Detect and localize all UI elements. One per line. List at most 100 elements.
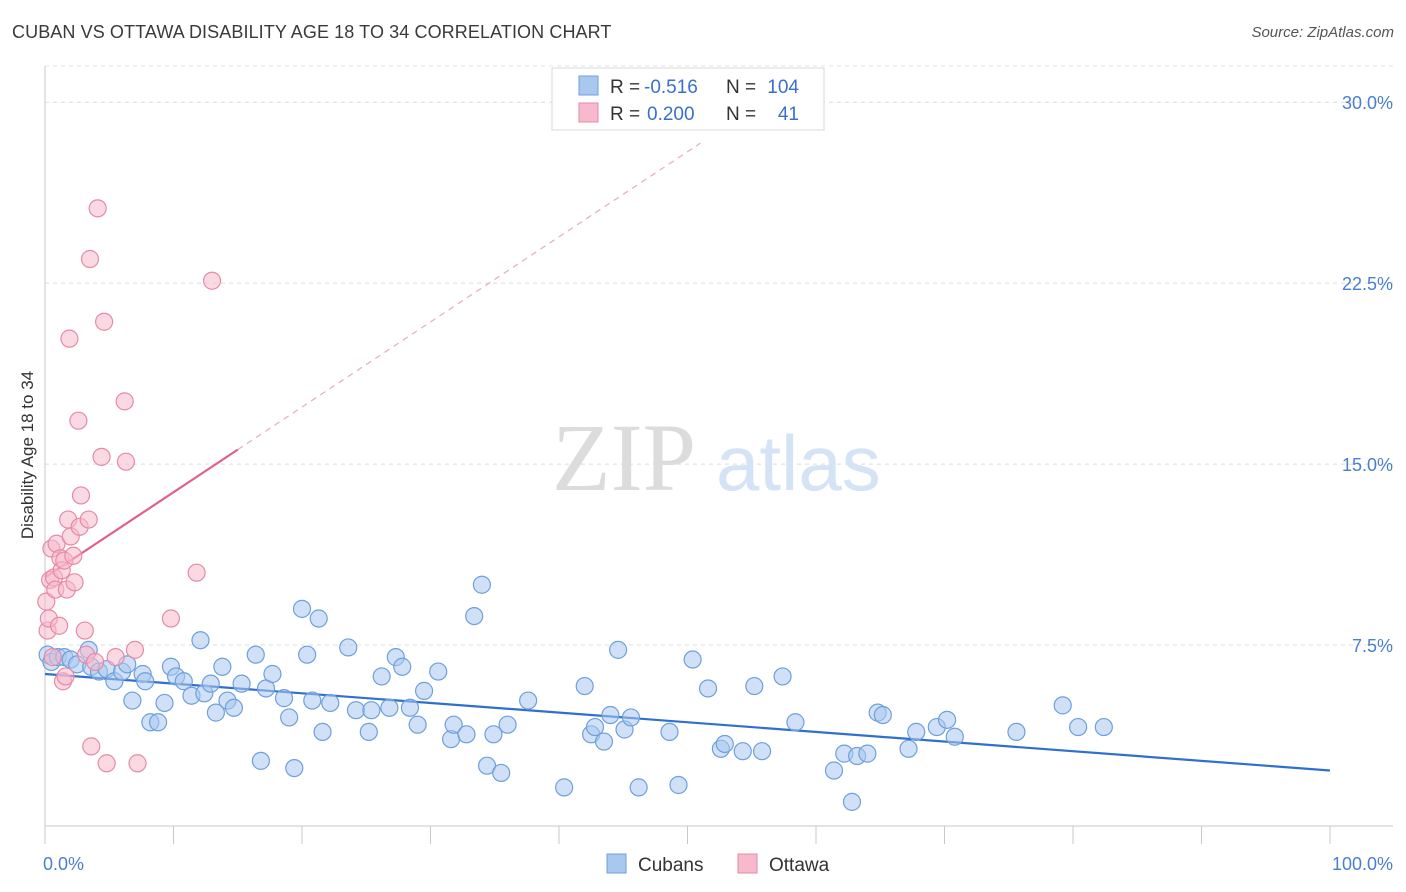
y-tick-label: 30.0% xyxy=(1342,93,1393,113)
data-point xyxy=(1094,717,1113,737)
data-point xyxy=(206,703,226,722)
legend-n-value: 41 xyxy=(778,104,799,125)
legend-swatch-cubans xyxy=(578,75,599,96)
data-point xyxy=(292,599,312,618)
data-point xyxy=(202,271,222,290)
data-point xyxy=(274,689,294,708)
data-points xyxy=(37,199,1113,811)
data-point xyxy=(64,546,83,565)
data-point xyxy=(251,751,270,770)
data-point xyxy=(174,672,193,691)
data-point xyxy=(321,693,340,713)
data-point xyxy=(155,693,174,713)
data-point xyxy=(408,715,427,734)
data-point xyxy=(621,708,641,727)
watermark-zip: ZIP xyxy=(552,404,696,511)
y-tick-label: 15.0% xyxy=(1342,455,1393,475)
y-axis-label: Disability Age 18 to 34 xyxy=(18,371,37,539)
data-point xyxy=(263,664,282,684)
data-point xyxy=(380,698,399,717)
data-point xyxy=(201,674,220,693)
data-point xyxy=(86,652,105,672)
data-point xyxy=(444,715,463,734)
data-point xyxy=(116,452,136,471)
data-point xyxy=(148,713,168,732)
data-point xyxy=(733,742,752,761)
data-point xyxy=(285,758,304,778)
data-point xyxy=(907,722,926,742)
y-tick-label: 22.5% xyxy=(1342,274,1393,294)
data-point xyxy=(824,761,844,780)
data-point xyxy=(339,638,358,657)
data-point xyxy=(309,609,328,628)
data-point xyxy=(519,691,538,710)
legend-r-value: 0.200 xyxy=(647,104,695,125)
chart-title: CUBAN VS OTTAWA DISABILITY AGE 18 TO 34 … xyxy=(12,22,612,42)
data-point xyxy=(575,676,594,696)
data-point xyxy=(80,249,100,269)
data-point xyxy=(858,744,877,763)
series-legend: Cubans Ottawa xyxy=(606,853,830,876)
data-point xyxy=(280,708,299,727)
y-tick-label: 7.5% xyxy=(1352,636,1393,656)
data-point xyxy=(106,648,125,667)
data-point xyxy=(191,631,210,650)
data-point xyxy=(660,722,679,742)
data-point xyxy=(555,778,574,797)
data-point xyxy=(187,563,206,582)
data-point xyxy=(224,698,243,717)
data-point xyxy=(125,640,145,659)
data-point xyxy=(945,727,964,746)
data-point xyxy=(88,199,107,218)
data-point xyxy=(1007,722,1026,742)
data-point xyxy=(362,701,381,720)
data-point xyxy=(71,486,91,505)
series-cubans xyxy=(38,575,1113,811)
data-point xyxy=(75,621,94,640)
data-point xyxy=(95,312,114,331)
data-point xyxy=(752,742,772,761)
data-point xyxy=(498,715,517,734)
data-point xyxy=(873,705,892,725)
data-point xyxy=(429,662,448,681)
data-point xyxy=(346,701,366,720)
data-point xyxy=(359,722,378,742)
series-ottawa xyxy=(37,199,222,773)
data-point xyxy=(313,722,332,742)
data-point xyxy=(246,645,265,664)
data-point xyxy=(698,679,718,698)
data-point xyxy=(465,606,484,626)
watermark: ZIP atlas xyxy=(552,404,881,511)
source-label: Source: ZipAtlas.com xyxy=(1251,24,1394,41)
data-point xyxy=(683,650,702,669)
trend-extension-ottawa xyxy=(237,142,701,451)
data-point xyxy=(128,754,147,773)
legend-label-cubans: Cubans xyxy=(638,855,704,876)
x-tick-labels: 0.0% 100.0% xyxy=(43,854,1393,874)
data-point xyxy=(92,447,111,466)
data-point xyxy=(629,778,648,797)
data-point xyxy=(492,763,511,783)
legend-r-label: R = xyxy=(610,77,640,98)
legend-n-label: N = xyxy=(726,104,756,125)
data-point xyxy=(414,681,434,700)
x-tick-label: 100.0% xyxy=(1332,854,1393,874)
legend-swatch-ottawa xyxy=(578,102,599,123)
x-tick-label: 0.0% xyxy=(43,854,84,874)
data-point xyxy=(161,609,181,628)
grid-lines xyxy=(45,65,1393,646)
data-point xyxy=(136,672,155,691)
data-point xyxy=(400,698,420,717)
axes xyxy=(44,66,1393,844)
data-point xyxy=(585,717,605,737)
correlation-legend: R = -0.516 N = 104 R = 0.200 N = 41 xyxy=(551,67,825,131)
data-point xyxy=(472,575,491,594)
data-point xyxy=(82,737,101,756)
data-point xyxy=(1053,696,1072,715)
legend-label-ottawa: Ottawa xyxy=(769,855,830,876)
data-point xyxy=(669,775,688,795)
data-point xyxy=(773,667,792,686)
data-point xyxy=(715,734,734,754)
data-point xyxy=(372,667,391,686)
data-point xyxy=(298,645,317,664)
